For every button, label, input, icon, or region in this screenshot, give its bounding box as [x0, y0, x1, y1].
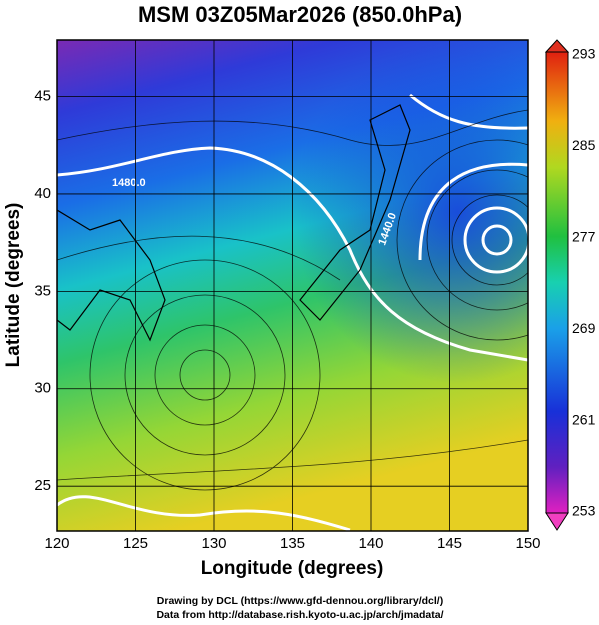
- x-tick-label: 120: [44, 535, 69, 552]
- y-tick-label: 30: [34, 380, 51, 397]
- contour-label: 1480.0: [112, 177, 146, 189]
- x-tick-label: 125: [123, 535, 148, 552]
- colorbar-tick-label: 269: [572, 320, 596, 336]
- x-tick-label: 140: [358, 535, 383, 552]
- footer-line: Drawing by DCL (https://www.gfd-dennou.o…: [157, 595, 443, 607]
- x-axis-title: Longitude (degrees): [201, 558, 384, 579]
- field: [57, 40, 528, 531]
- x-tick-label: 135: [280, 535, 305, 552]
- footer-line: Data from http://database.rish.kyoto-u.a…: [156, 609, 443, 621]
- y-tick-label: 45: [34, 87, 51, 104]
- colorbar-min: [545, 512, 569, 531]
- colorbar-tick-label: 277: [572, 229, 596, 245]
- title: MSM 03Z05Mar2026 (850.0hPa): [138, 2, 462, 27]
- colorbar-tick-label: 253: [572, 503, 596, 519]
- colorbar-tick-label: 293: [572, 46, 596, 62]
- y-axis-title: Latitude (degrees): [3, 203, 24, 368]
- x-tick-label: 150: [515, 535, 540, 552]
- y-tick-label: 25: [34, 477, 51, 494]
- colorbar-max: [544, 39, 570, 53]
- y-tick-label: 35: [34, 282, 51, 299]
- x-tick-label: 145: [437, 535, 462, 552]
- y-tick-label: 40: [34, 185, 51, 202]
- x-tick-label: 130: [201, 535, 226, 552]
- colorbar-tick-label: 261: [572, 411, 596, 427]
- colorbar-tick-label: 285: [572, 137, 596, 153]
- colorbar: [545, 51, 569, 514]
